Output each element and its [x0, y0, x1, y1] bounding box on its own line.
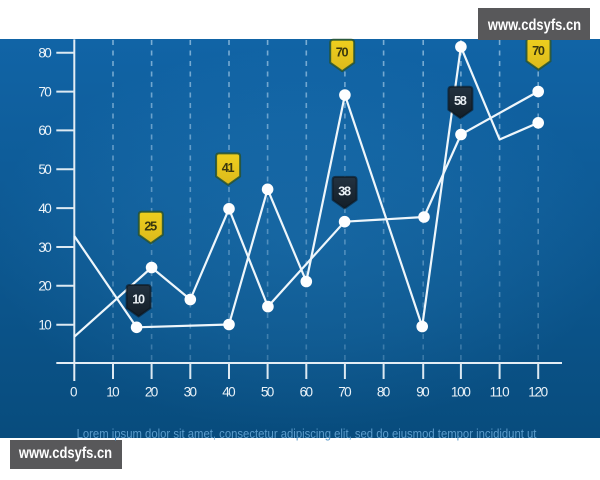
svg-text:40: 40 — [222, 384, 235, 399]
svg-text:70: 70 — [38, 84, 51, 99]
svg-text:80: 80 — [377, 384, 390, 399]
svg-text:10: 10 — [132, 293, 145, 307]
svg-text:0: 0 — [70, 384, 78, 399]
svg-text:80: 80 — [38, 46, 51, 61]
svg-text:30: 30 — [184, 384, 197, 399]
svg-text:120: 120 — [528, 384, 548, 399]
svg-text:70: 70 — [532, 44, 545, 58]
svg-text:38: 38 — [338, 184, 351, 198]
svg-text:41: 41 — [222, 161, 235, 175]
svg-text:110: 110 — [490, 384, 510, 399]
svg-text:20: 20 — [145, 384, 158, 399]
svg-text:90: 90 — [416, 384, 429, 399]
svg-text:70: 70 — [336, 46, 349, 60]
svg-text:50: 50 — [261, 384, 274, 399]
svg-text:58: 58 — [454, 94, 467, 108]
svg-text:50: 50 — [38, 162, 51, 177]
svg-text:25: 25 — [144, 219, 157, 233]
svg-text:70: 70 — [338, 384, 351, 399]
svg-text:30: 30 — [38, 240, 51, 255]
svg-text:20: 20 — [38, 279, 51, 294]
svg-text:10: 10 — [106, 384, 119, 399]
svg-text:40: 40 — [38, 201, 51, 216]
svg-text:60: 60 — [300, 384, 313, 399]
svg-text:10: 10 — [38, 318, 51, 333]
svg-text:60: 60 — [38, 123, 51, 138]
svg-text:100: 100 — [451, 384, 471, 399]
